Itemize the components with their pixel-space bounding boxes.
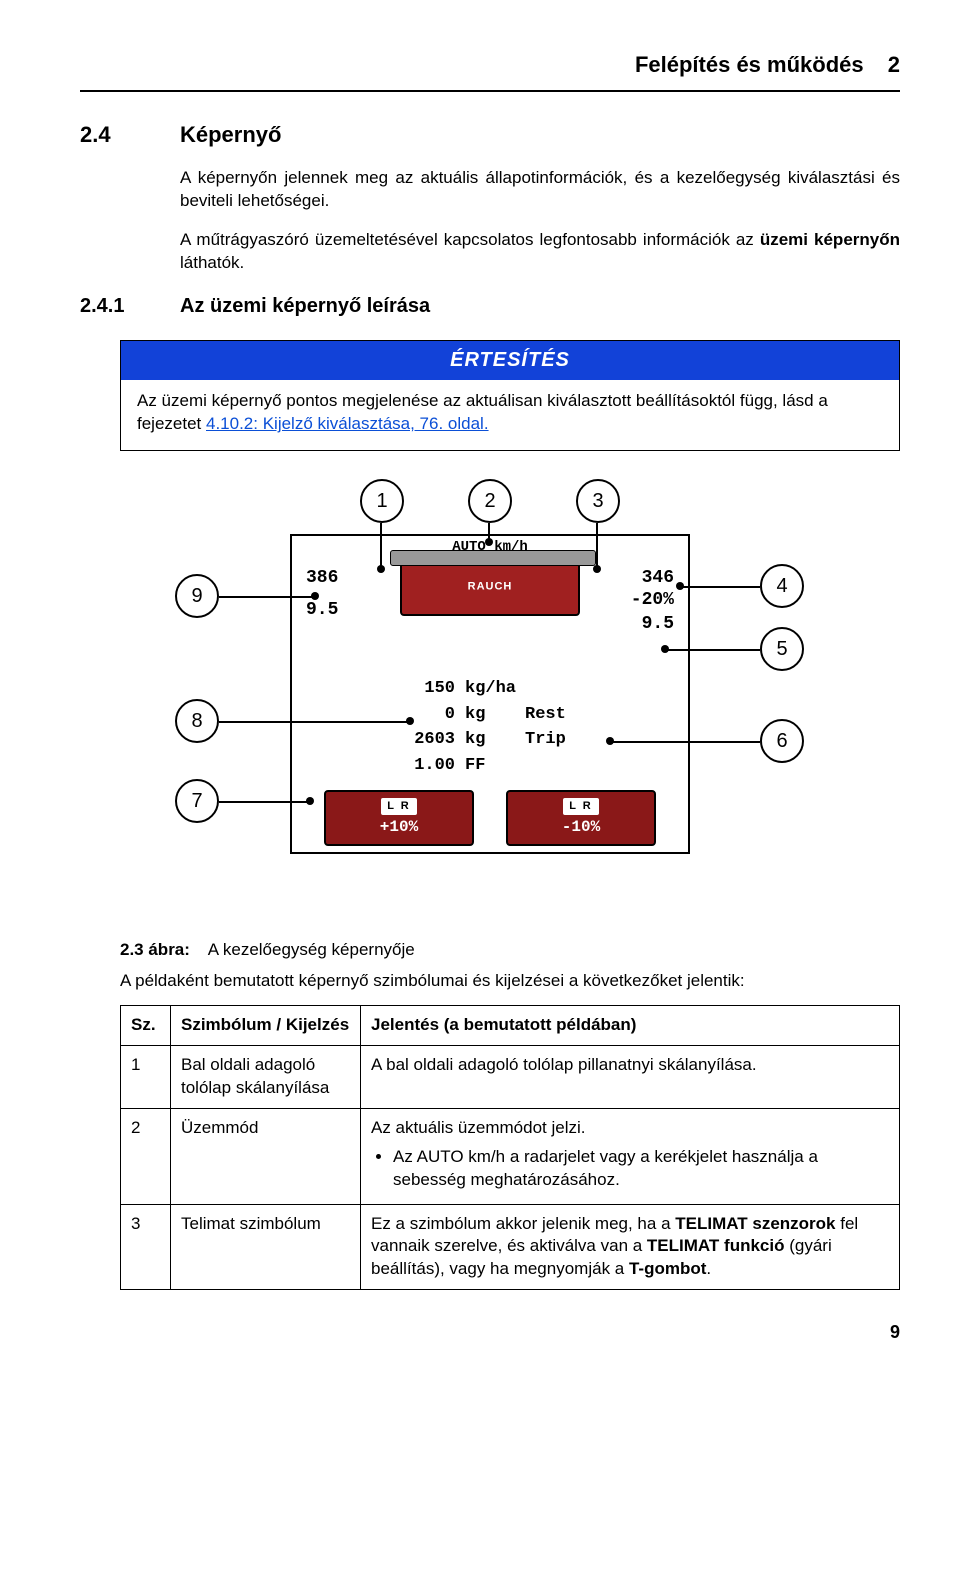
th-sym: Szimbólum / Kijelzés: [171, 1005, 361, 1045]
callout-5: 5: [760, 627, 804, 671]
paragraph-2: A műtrágyaszóró üzemeltetésével kapcsola…: [180, 229, 900, 275]
screen-diagram: 1 2 3 4 5 6 7 8 9 AUTO km/h RAUCH 386 9.…: [80, 479, 900, 919]
section-title: Képernyő: [180, 120, 281, 150]
callout-6: 6: [760, 719, 804, 763]
header-title: Felépítés és működés: [635, 52, 864, 77]
hopper-graphic: RAUCH: [400, 558, 580, 616]
hopper-brand: RAUCH: [468, 580, 513, 595]
callout-8: 8: [175, 699, 219, 743]
callout-1: 1: [360, 479, 404, 523]
callout-3: 3: [576, 479, 620, 523]
page-number: 9: [80, 1320, 900, 1344]
right-scale-val: 346: [642, 566, 674, 590]
notice-title: ÉRTESÍTÉS: [121, 341, 899, 380]
symbol-table: Sz. Szimbólum / Kijelzés Jelentés (a bem…: [120, 1005, 900, 1290]
table-row: 2 Üzemmód Az aktuális üzemmódot jelzi. A…: [121, 1108, 900, 1204]
subsection-title: Az üzemi képernyő leírása: [180, 293, 430, 320]
right-scale-sub: 9.5: [642, 612, 674, 636]
left-scale-sub: 9.5: [306, 598, 338, 622]
subsection-number: 2.4.1: [80, 293, 152, 320]
th-mean: Jelentés (a bemutatott példában): [361, 1005, 900, 1045]
lcd-button-right[interactable]: L R -10%: [506, 790, 656, 846]
paragraph-1: A képernyőn jelennek meg az aktuális áll…: [180, 167, 900, 213]
table-row: 1 Bal oldali adagoló tolólap skálanyílás…: [121, 1045, 900, 1108]
section-number: 2.4: [80, 120, 140, 150]
figure-subtext: A példaként bemutatott képernyő szimbólu…: [120, 970, 900, 993]
header-chapter: 2: [888, 52, 900, 77]
lcd-button-row: L R +10% L R -10%: [292, 790, 688, 846]
left-scale-val: 386: [306, 566, 338, 590]
page-header: Felépítés és működés 2: [80, 50, 900, 80]
callout-2: 2: [468, 479, 512, 523]
lr-chip-icon: L R: [381, 798, 417, 815]
lcd-button-left[interactable]: L R +10%: [324, 790, 474, 846]
lr-chip-icon: L R: [563, 798, 599, 815]
table-row: 3 Telimat szimbólum Ez a szimbólum akkor…: [121, 1204, 900, 1290]
notice-body: Az üzemi képernyő pontos megjelenése az …: [121, 380, 899, 450]
lcd-left-pct: +10%: [380, 817, 418, 839]
callout-9: 9: [175, 574, 219, 618]
figure-caption: 2.3 ábra: A kezelőegység képernyője: [120, 939, 900, 962]
section-heading: 2.4 Képernyő: [80, 120, 900, 150]
notice-box: ÉRTESÍTÉS Az üzemi képernyő pontos megje…: [120, 340, 900, 451]
notice-link[interactable]: 4.10.2: Kijelző kiválasztása, 76. oldal.: [206, 414, 489, 433]
subsection-heading: 2.4.1 Az üzemi képernyő leírása: [80, 293, 900, 320]
figure-label: 2.3 ábra:: [120, 940, 190, 959]
lcd-screen: AUTO km/h RAUCH 386 9.5 346 -20% 9.5 150…: [290, 534, 690, 854]
th-sz: Sz.: [121, 1005, 171, 1045]
lcd-right-pct: -10%: [562, 817, 600, 839]
header-rule: [80, 90, 900, 92]
lcd-mid-block: 150kg/ha 0kgRest 2603kgTrip 1.00FF: [292, 676, 688, 778]
right-scale-pct: -20%: [631, 588, 674, 612]
callout-7: 7: [175, 779, 219, 823]
figure-title: A kezelőegység képernyője: [208, 940, 415, 959]
callout-4: 4: [760, 564, 804, 608]
